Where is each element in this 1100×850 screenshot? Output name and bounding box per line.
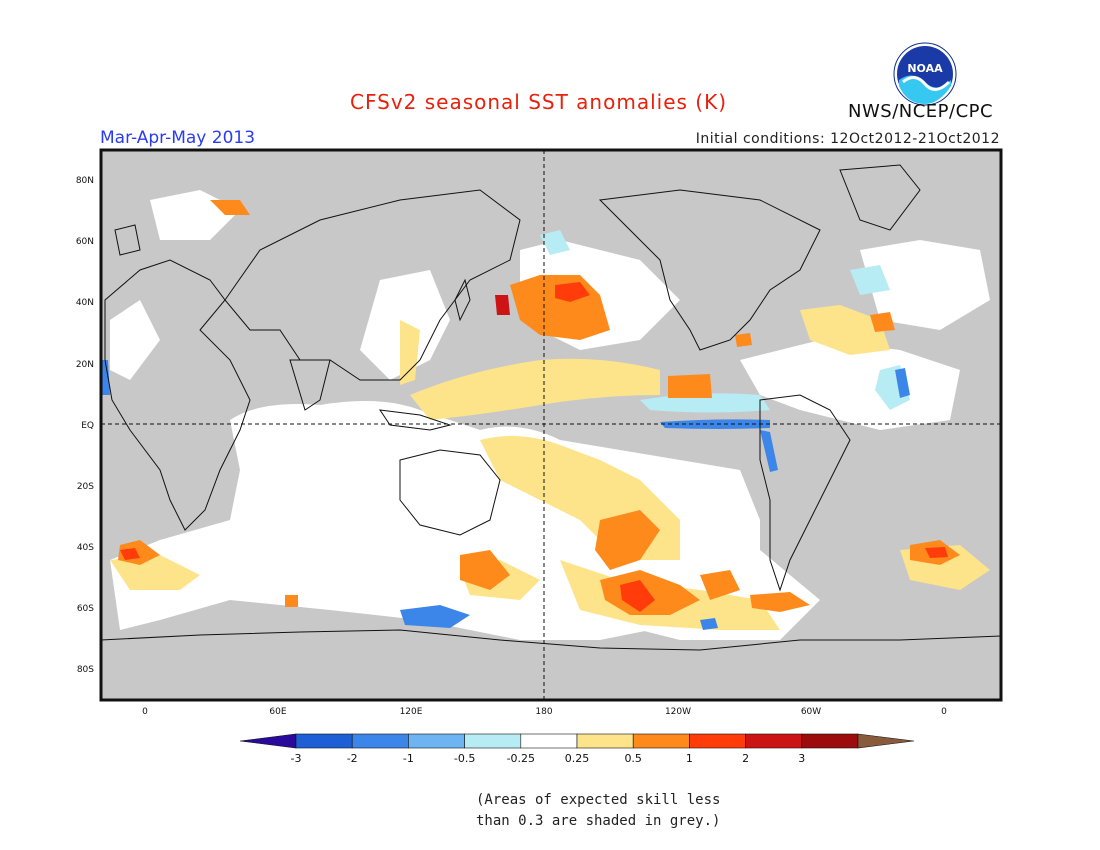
colorbar-tick-label: 0.25 <box>565 752 590 765</box>
lon-labels: 0 60E 120E 180 120W 60W 0 <box>142 707 947 717</box>
lon-label: 60E <box>269 707 286 717</box>
lat-label: 40N <box>76 298 94 308</box>
colorbar-cell <box>745 733 803 749</box>
lat-label: 40S <box>77 543 94 553</box>
season-label: Mar-Apr-May 2013 <box>100 128 256 148</box>
lat-label: 20N <box>76 360 94 370</box>
lat-label: 60S <box>77 604 94 614</box>
chart-title: CFSv2 seasonal SST anomalies (K) <box>350 90 727 114</box>
logo-text: NOAA <box>907 62 943 75</box>
colorbar-tick-label: -0.25 <box>507 752 535 765</box>
lon-label: 60W <box>801 707 821 717</box>
colorbar-tick-label: 2 <box>742 752 749 765</box>
continent-outlines <box>101 164 1001 651</box>
skill-note-line1: (Areas of expected skill less <box>476 792 721 808</box>
agency-label: NWS/NCEP/CPC <box>848 101 994 122</box>
colorbar-tick-label: -2 <box>347 752 358 765</box>
lon-label: 120W <box>665 707 691 717</box>
colorbar-labels: -3 -2 -1 -0.5 -0.25 0.25 0.5 1 2 3 <box>291 752 806 765</box>
lon-label: 0 <box>941 707 947 717</box>
lat-label: 60N <box>76 237 94 247</box>
colorbar-cell <box>801 733 859 749</box>
lon-label: 0 <box>142 707 148 717</box>
colorbar-cell <box>689 733 746 749</box>
skill-note: (Areas of expected skill less than 0.3 a… <box>476 790 720 832</box>
lon-label: 120E <box>400 707 423 717</box>
skill-note-line2: than 0.3 are shaded in grey.) <box>476 813 721 829</box>
map-frame <box>99 148 1003 702</box>
colorbar-tick-label: 0.5 <box>624 752 642 765</box>
colorbar-cell <box>632 733 690 749</box>
colorbar-cell <box>351 733 409 749</box>
colorbar-tick-label: -0.5 <box>454 752 475 765</box>
colorbar-cell <box>464 733 522 749</box>
anomaly-neg-0.5 <box>102 360 910 630</box>
noaa-logo: NOAA <box>893 42 957 106</box>
colorbar-cell <box>520 733 578 749</box>
colorbar-tick-label: 1 <box>686 752 693 765</box>
initial-conditions-label: Initial conditions: 12Oct2012-21Oct2012 <box>695 131 1000 147</box>
colorbar-cell <box>408 733 465 749</box>
lon-label: 180 <box>535 707 552 717</box>
lat-label: 80N <box>76 176 94 186</box>
lat-label: 80S <box>77 665 94 675</box>
anomaly-1-2 <box>120 282 948 612</box>
colorbar-cell <box>295 733 353 749</box>
lat-label: EQ <box>81 421 94 431</box>
colorbar-tick-label: 3 <box>798 752 805 765</box>
colorbar-cell <box>576 733 634 749</box>
lat-labels: 80N 60N 40N 20N EQ 20S 40S 60S 80S <box>76 176 94 675</box>
anomaly-2-3 <box>495 295 510 315</box>
colorbar-tick-label: -1 <box>403 752 414 765</box>
grid-lines <box>101 150 1001 700</box>
colorbar-arrow-high <box>857 733 915 749</box>
colorbar-tick-label: -3 <box>291 752 302 765</box>
lat-label: 20S <box>77 482 94 492</box>
colorbar-arrow-low <box>239 733 297 749</box>
colorbar-cells <box>239 733 915 749</box>
